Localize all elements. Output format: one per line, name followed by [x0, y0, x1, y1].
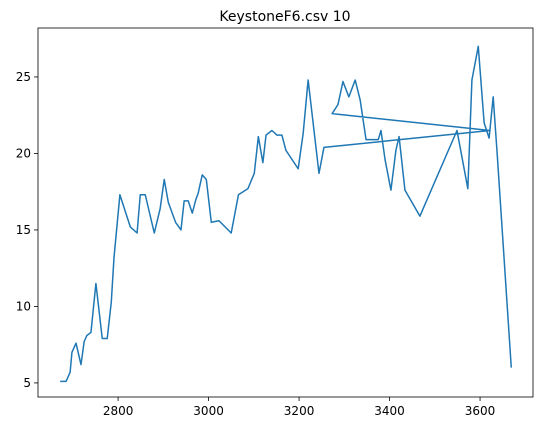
- x-tick-label: 3400: [374, 404, 405, 418]
- data-line: [60, 45, 513, 383]
- x-tick-label: 3600: [465, 404, 496, 418]
- y-tick-label: 15: [16, 223, 31, 237]
- axes-frame: [37, 27, 534, 398]
- x-tick-label: 2800: [103, 404, 134, 418]
- y-tick-label: 20: [16, 146, 31, 160]
- x-tick-label: 3000: [193, 404, 224, 418]
- x-tick-label: 3200: [284, 404, 315, 418]
- y-tick-label: 25: [16, 70, 31, 84]
- y-tick-label: 5: [23, 376, 31, 390]
- chart-title: KeystoneF6.csv 10: [219, 9, 350, 25]
- y-tick-label: 10: [16, 299, 31, 313]
